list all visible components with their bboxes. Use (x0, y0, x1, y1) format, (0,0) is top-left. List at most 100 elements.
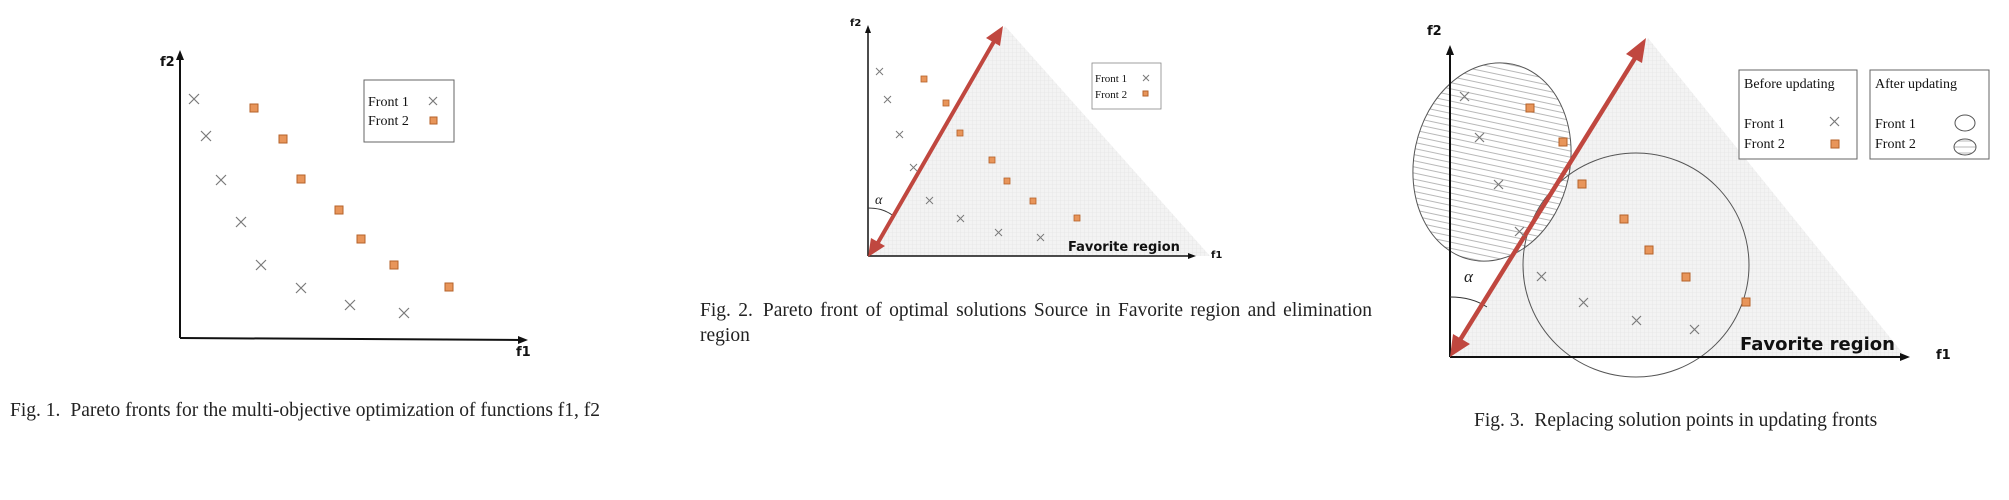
fig1-x-arrowhead (518, 336, 528, 344)
fig3-legend-before-front2: Front 2 (1744, 137, 1785, 152)
fig2-front2-point (920, 75, 928, 83)
fig2-x-arrowhead (1188, 253, 1196, 259)
fig3-legend-before-front1: Front 1 (1744, 117, 1785, 132)
fig3-region-label: Favorite region (1740, 334, 1895, 355)
fig1-x-axis (179, 337, 523, 341)
fig1-front2-point (356, 234, 366, 244)
fig3-front2-point (1644, 245, 1654, 255)
fig2-front1-point (994, 228, 1003, 237)
fig2-caption-text: Pareto front of optimal solutions Source… (700, 300, 1373, 346)
fig3-front1-point (1578, 297, 1589, 308)
fig2-front1-point (925, 196, 934, 205)
fig3-legend-after-front1: Front 1 (1875, 117, 1916, 132)
fig3-arrowhead-bottom (1450, 334, 1470, 357)
fig3-legend-before-title: Before updating (1744, 77, 1835, 92)
fig2-caption-number: Fig. 2. (700, 300, 753, 321)
figure-1: f2 f1 Front 1 Front 2 (160, 50, 531, 360)
fig3-front1-points (1459, 91, 1700, 335)
fig2-front1-point (1036, 233, 1045, 242)
fig1-legend-front1: Front 1 (368, 95, 409, 110)
fig3-front1-point (1514, 226, 1525, 237)
fig2-angle-arc (867, 207, 893, 216)
fig2-favorite-region (868, 26, 1210, 256)
fig2-front1-points (875, 67, 1045, 242)
fig3-legend-after-front2: Front 2 (1875, 137, 1916, 152)
fig1-legend: Front 1 Front 2 (363, 79, 455, 143)
fig3-front1-point (1631, 315, 1642, 326)
fig1-front2-point (278, 134, 288, 144)
fig3-front1-point (1493, 179, 1504, 190)
fig3-front2-points (1525, 103, 1751, 307)
figure-2: f2 f1 Favorite region α Front 1 Front 2 (850, 18, 1222, 261)
fig3-favorite-region (1450, 38, 1905, 356)
fig3-legend-after: After updating Front 1 Front 2 (1869, 69, 1990, 160)
fig1-front2-point (389, 260, 399, 270)
fig2-legend-front2: Front 2 (1095, 89, 1127, 101)
fig2-front2-points (920, 75, 1081, 222)
fig2-y-label: f2 (850, 18, 861, 29)
fig3-front1-point (1689, 324, 1700, 335)
fig2-front2-point (1073, 214, 1081, 222)
fig3-legend-cross-icon (1829, 116, 1840, 127)
fig3-front2-point (1681, 272, 1691, 282)
fig1-caption-text: Pareto fronts for the multi-objective op… (70, 400, 601, 421)
fig1-front1-point (344, 299, 356, 311)
fig3-front2-point (1577, 179, 1587, 189)
fig1-legend-cross-icon (428, 96, 438, 106)
fig1-front1-point (255, 259, 267, 271)
fig1-front1-point (295, 282, 307, 294)
fig2-front2-point (942, 99, 950, 107)
fig2-front1-point (956, 214, 965, 223)
fig1-caption-number: Fig. 1. (10, 400, 61, 421)
fig2-front1-point (875, 67, 884, 76)
fig1-caption: Fig. 1. Pareto fronts for the multi-objec… (10, 398, 690, 423)
fig1-front2-point (249, 103, 259, 113)
fig3-front2-point (1741, 297, 1751, 307)
fig1-front2-point (334, 205, 344, 215)
fig2-front2-point (988, 156, 996, 164)
fig1-front1-point (188, 93, 200, 105)
fig2-legend-cross-icon (1142, 74, 1150, 82)
fig3-front2-point (1619, 214, 1629, 224)
fig2-region-label: Favorite region (1068, 240, 1180, 255)
fig2-front1-point (909, 163, 918, 172)
fig3-caption-text: Replacing solution points in updating fr… (1534, 410, 1878, 431)
fig1-front2-point (444, 282, 454, 292)
fig3-front1-region (1522, 152, 1750, 378)
fig3-legend-plain-ellipse-icon (1954, 114, 1976, 132)
fig2-angle-label: α (875, 193, 883, 208)
fig1-front2-points (249, 103, 454, 292)
fig2-front1-point (895, 130, 904, 139)
fig3-legend-after-title: After updating (1875, 77, 1957, 92)
fig2-arrowhead-bottom (868, 238, 885, 257)
fig1-front2-point (296, 174, 306, 184)
fig1-y-label: f2 (160, 55, 175, 70)
fig1-front1-point (398, 307, 410, 319)
fig3-caption: Fig. 3. Replacing solution points in upda… (1474, 408, 1994, 433)
fig2-direction-arrow (874, 37, 998, 247)
fig3-direction-arrow (1458, 53, 1639, 342)
fig2-legend-front1: Front 1 (1095, 73, 1127, 85)
fig3-front1-point (1536, 271, 1547, 282)
fig3-x-arrowhead (1900, 353, 1910, 361)
fig3-front2-point (1558, 137, 1568, 147)
fig3-y-arrowhead (1446, 45, 1454, 55)
fig2-arrowhead-top (986, 26, 1003, 46)
fig1-front1-point (235, 216, 247, 228)
fig2-legend-square-icon (1142, 90, 1149, 97)
fig3-y-label: f2 (1427, 24, 1442, 39)
figure-3: f2 f1 Favorite region α Before updating … (1412, 24, 1990, 378)
fig2-legend: Front 1 Front 2 (1091, 62, 1162, 110)
fig2-front2-point (1003, 177, 1011, 185)
fig3-angle-arc (1449, 296, 1488, 308)
fig3-front1-point (1474, 132, 1485, 143)
fig1-legend-front2: Front 2 (368, 114, 409, 129)
fig3-caption-number: Fig. 3. (1474, 410, 1525, 431)
fig3-arrowhead-top (1626, 38, 1646, 63)
fig3-legend-square-icon (1830, 139, 1840, 149)
fig1-y-arrowhead (176, 50, 184, 60)
fig2-caption: Fig. 2. Pareto front of optimal solutions… (700, 298, 1372, 348)
fig1-x-label: f1 (516, 345, 531, 360)
fig3-x-label: f1 (1936, 348, 1951, 363)
fig3-legend-before: Before updating Front 1 Front 2 (1738, 69, 1858, 160)
